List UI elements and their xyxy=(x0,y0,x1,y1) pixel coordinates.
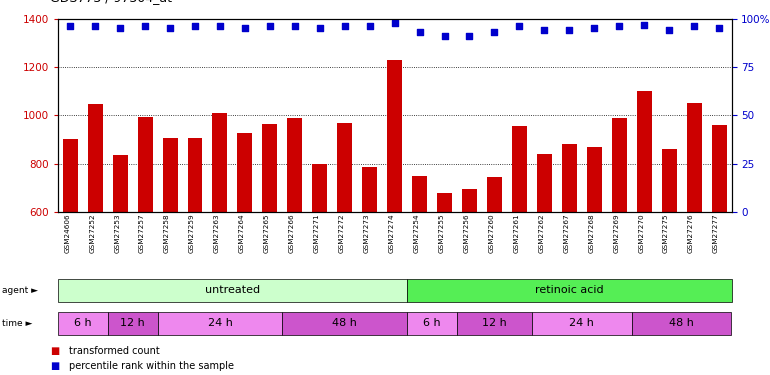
Bar xyxy=(611,118,627,357)
Point xyxy=(488,29,500,35)
Text: 24 h: 24 h xyxy=(569,318,594,328)
Point xyxy=(438,33,450,39)
Text: transformed count: transformed count xyxy=(69,346,160,356)
Text: 12 h: 12 h xyxy=(482,318,507,328)
Text: GSM27277: GSM27277 xyxy=(713,214,719,254)
Text: 6 h: 6 h xyxy=(74,318,92,328)
Bar xyxy=(637,91,651,357)
Bar xyxy=(687,102,701,357)
Text: GSM27257: GSM27257 xyxy=(139,214,145,254)
Text: time ►: time ► xyxy=(2,319,32,328)
Point xyxy=(89,24,102,30)
Bar xyxy=(562,144,577,357)
Text: 24 h: 24 h xyxy=(207,318,233,328)
Text: GSM27260: GSM27260 xyxy=(488,214,494,254)
Text: GSM27265: GSM27265 xyxy=(264,214,270,254)
Bar xyxy=(138,117,152,357)
Bar xyxy=(487,177,502,357)
Text: 12 h: 12 h xyxy=(120,318,145,328)
Text: GSM27270: GSM27270 xyxy=(638,214,644,254)
Text: percentile rank within the sample: percentile rank within the sample xyxy=(69,361,234,370)
Point xyxy=(64,24,76,30)
Text: GSM27256: GSM27256 xyxy=(464,214,470,254)
Bar xyxy=(112,155,128,357)
Text: 48 h: 48 h xyxy=(333,318,357,328)
Bar xyxy=(287,118,303,357)
Point xyxy=(688,24,700,30)
Text: 6 h: 6 h xyxy=(424,318,441,328)
Bar xyxy=(213,113,227,357)
Bar xyxy=(62,140,78,357)
Bar xyxy=(162,138,178,357)
Text: GSM27271: GSM27271 xyxy=(313,214,320,254)
Text: GSM27266: GSM27266 xyxy=(289,214,295,254)
Text: GDS773 / 97304_at: GDS773 / 97304_at xyxy=(50,0,172,4)
Text: GSM27261: GSM27261 xyxy=(514,214,520,254)
Bar xyxy=(537,154,552,357)
Point xyxy=(363,24,376,30)
Text: GSM27252: GSM27252 xyxy=(89,214,95,254)
Bar xyxy=(412,176,427,357)
Point xyxy=(114,26,126,32)
Text: GSM27273: GSM27273 xyxy=(363,214,370,254)
Text: GSM27263: GSM27263 xyxy=(214,214,220,254)
Point xyxy=(164,26,176,32)
Text: GSM27253: GSM27253 xyxy=(114,214,120,254)
Point xyxy=(663,27,675,33)
Point xyxy=(263,24,276,30)
Point xyxy=(339,24,351,30)
Text: GSM27272: GSM27272 xyxy=(339,214,345,254)
Bar xyxy=(337,123,352,357)
Text: GSM27255: GSM27255 xyxy=(439,214,444,254)
Text: 48 h: 48 h xyxy=(669,318,694,328)
Point xyxy=(613,24,625,30)
Point xyxy=(313,26,326,32)
Bar xyxy=(237,134,253,357)
Bar xyxy=(437,193,452,357)
Text: GSM27262: GSM27262 xyxy=(538,214,544,254)
Point xyxy=(588,26,601,32)
Point xyxy=(538,27,551,33)
Text: GSM27264: GSM27264 xyxy=(239,214,245,254)
Point xyxy=(139,24,151,30)
Text: retinoic acid: retinoic acid xyxy=(535,285,604,295)
Text: GSM27276: GSM27276 xyxy=(688,214,694,254)
Text: untreated: untreated xyxy=(205,285,260,295)
Bar xyxy=(387,60,402,357)
Bar xyxy=(263,124,277,357)
Text: GSM27275: GSM27275 xyxy=(663,214,669,254)
Bar xyxy=(188,138,203,357)
Bar xyxy=(362,167,377,357)
Text: GSM27259: GSM27259 xyxy=(189,214,195,254)
Bar xyxy=(711,125,727,357)
Text: GSM27267: GSM27267 xyxy=(564,214,569,254)
Point xyxy=(189,24,201,30)
Text: GSM27268: GSM27268 xyxy=(588,214,594,254)
Point xyxy=(713,26,725,32)
Point xyxy=(514,24,526,30)
Point xyxy=(388,20,400,26)
Point xyxy=(464,33,476,39)
Point xyxy=(413,29,426,35)
Bar xyxy=(512,126,527,357)
Point xyxy=(638,21,651,27)
Text: ■: ■ xyxy=(50,361,59,370)
Point xyxy=(563,27,575,33)
Text: ■: ■ xyxy=(50,346,59,356)
Bar xyxy=(88,104,102,357)
Text: agent ►: agent ► xyxy=(2,286,38,295)
Bar xyxy=(462,189,477,357)
Text: GSM24606: GSM24606 xyxy=(64,214,70,254)
Point xyxy=(289,24,301,30)
Text: GSM27274: GSM27274 xyxy=(389,214,394,254)
Point xyxy=(214,24,226,30)
Text: GSM27269: GSM27269 xyxy=(613,214,619,254)
Point xyxy=(239,26,251,32)
Bar xyxy=(313,164,327,357)
Text: GSM27254: GSM27254 xyxy=(413,214,420,254)
Bar xyxy=(661,149,677,357)
Bar xyxy=(587,147,601,357)
Text: GSM27258: GSM27258 xyxy=(164,214,170,254)
